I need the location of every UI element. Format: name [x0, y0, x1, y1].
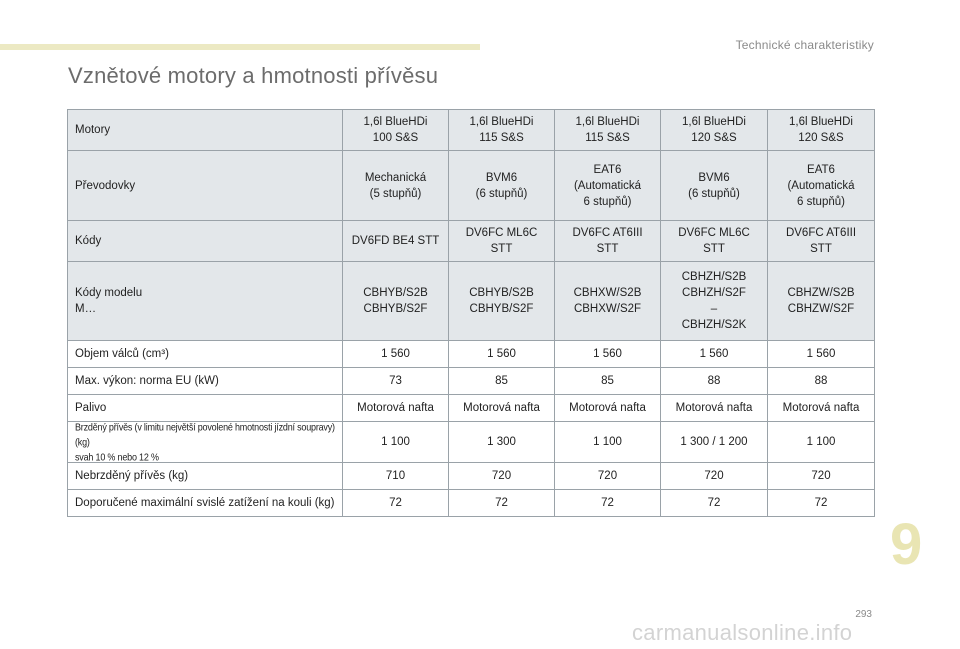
table-row-engines: Motory 1,6l BlueHDi 100 S&S 1,6l BlueHDi…: [67, 109, 875, 151]
table-cell: CBHYB/S2B CBHYB/S2F: [342, 261, 449, 341]
table-cell: 720: [660, 462, 768, 490]
table-cell: BVM6 (6 stupňů): [448, 150, 555, 221]
row-label: Převodovky: [67, 150, 343, 221]
table-cell: CBHZH/S2B CBHZH/S2F – CBHZH/S2K: [660, 261, 768, 341]
table-cell: DV6FC AT6III STT: [767, 220, 875, 262]
row-label: Brzděný přívěs (v limitu největší povole…: [67, 420, 343, 463]
page-title: Vznětové motory a hmotnosti přívěsu: [68, 63, 439, 88]
row-label: Kódy: [67, 220, 343, 262]
table-row-codes: Kódy DV6FD BE4 STT DV6FC ML6C STT DV6FC …: [67, 220, 875, 262]
row-label: Nebrzděný přívěs (kg): [67, 462, 343, 490]
row-label: Objem válců (cm³): [67, 340, 343, 368]
table-cell: 1 560: [767, 340, 875, 368]
table-cell: DV6FC AT6III STT: [554, 220, 661, 262]
table-cell: DV6FD BE4 STT: [342, 220, 449, 262]
table-cell: Motorová nafta: [554, 394, 661, 422]
table-cell: 720: [767, 462, 875, 490]
row-label: Palivo: [67, 394, 343, 422]
chapter-number: 9: [890, 512, 923, 577]
engine-column-header: 1,6l BlueHDi 100 S&S: [342, 109, 449, 151]
engine-column-header: 1,6l BlueHDi 115 S&S: [448, 109, 555, 151]
table-cell: 1 560: [448, 340, 555, 368]
table-cell: CBHZW/S2B CBHZW/S2F: [767, 261, 875, 341]
table-cell: 710: [342, 462, 449, 490]
table-cell: 72: [660, 489, 768, 517]
table-cell: 1 560: [342, 340, 449, 368]
table-cell: 1 100: [767, 421, 875, 463]
engine-column-header: 1,6l BlueHDi 115 S&S: [554, 109, 661, 151]
table-row-fuel: Palivo Motorová nafta Motorová nafta Mot…: [67, 394, 875, 422]
engine-column-header: 1,6l BlueHDi 120 S&S: [767, 109, 875, 151]
table-row-braked-trailer: Brzděný přívěs (v limitu největší povole…: [67, 420, 875, 463]
table-cell: Motorová nafta: [660, 394, 768, 422]
table-cell: 73: [342, 367, 449, 395]
table-cell: 88: [660, 367, 768, 395]
table-cell: 1 100: [554, 421, 661, 463]
table-cell: Motorová nafta: [448, 394, 555, 422]
table-cell: Motorová nafta: [767, 394, 875, 422]
row-label: Motory: [67, 109, 343, 151]
table-cell: 720: [448, 462, 555, 490]
table-row-max-power: Max. výkon: norma EU (kW) 73 85 85 88 88: [67, 367, 875, 395]
table-cell: 88: [767, 367, 875, 395]
braked-trailer-label: Brzděný přívěs (v limitu největší povole…: [75, 420, 335, 463]
table-row-gearbox: Převodovky Mechanická (5 stupňů) BVM6 (6…: [67, 150, 875, 221]
table-row-model-codes: Kódy modelu M… CBHYB/S2B CBHYB/S2F CBHYB…: [67, 261, 875, 341]
page-number: 293: [855, 609, 872, 620]
table-row-nose-weight: Doporučené maximální svislé zatížení na …: [67, 489, 875, 517]
row-label: Doporučené maximální svislé zatížení na …: [67, 489, 343, 517]
section-header: Technické charakteristiky: [735, 38, 874, 52]
header-accent-bar: [0, 44, 480, 50]
table-cell: 72: [448, 489, 555, 517]
table-row-unbraked-trailer: Nebrzděný přívěs (kg) 710 720 720 720 72…: [67, 462, 875, 490]
table-cell: DV6FC ML6C STT: [660, 220, 768, 262]
table-cell: DV6FC ML6C STT: [448, 220, 555, 262]
table-cell: EAT6 (Automatická 6 stupňů): [554, 150, 661, 221]
table-cell: 720: [554, 462, 661, 490]
row-label: Max. výkon: norma EU (kW): [67, 367, 343, 395]
table-cell: CBHYB/S2B CBHYB/S2F: [448, 261, 555, 341]
table-cell: 1 300 / 1 200: [660, 421, 768, 463]
table-cell: 1 560: [554, 340, 661, 368]
table-cell: BVM6 (6 stupňů): [660, 150, 768, 221]
table-cell: 72: [554, 489, 661, 517]
table-cell: 85: [448, 367, 555, 395]
table-row-displacement: Objem válců (cm³) 1 560 1 560 1 560 1 56…: [67, 340, 875, 368]
row-label: Kódy modelu M…: [67, 261, 343, 341]
engine-column-header: 1,6l BlueHDi 120 S&S: [660, 109, 768, 151]
table-cell: EAT6 (Automatická 6 stupňů): [767, 150, 875, 221]
watermark: carmanualsonline.info: [632, 620, 853, 645]
table-cell: CBHXW/S2B CBHXW/S2F: [554, 261, 661, 341]
table-cell: 72: [342, 489, 449, 517]
table-cell: Motorová nafta: [342, 394, 449, 422]
table-cell: 1 560: [660, 340, 768, 368]
table-cell: 1 100: [342, 421, 449, 463]
table-cell: 85: [554, 367, 661, 395]
table-cell: Mechanická (5 stupňů): [342, 150, 449, 221]
engine-spec-table: Motory 1,6l BlueHDi 100 S&S 1,6l BlueHDi…: [67, 109, 875, 517]
table-cell: 1 300: [448, 421, 555, 463]
table-cell: 72: [767, 489, 875, 517]
